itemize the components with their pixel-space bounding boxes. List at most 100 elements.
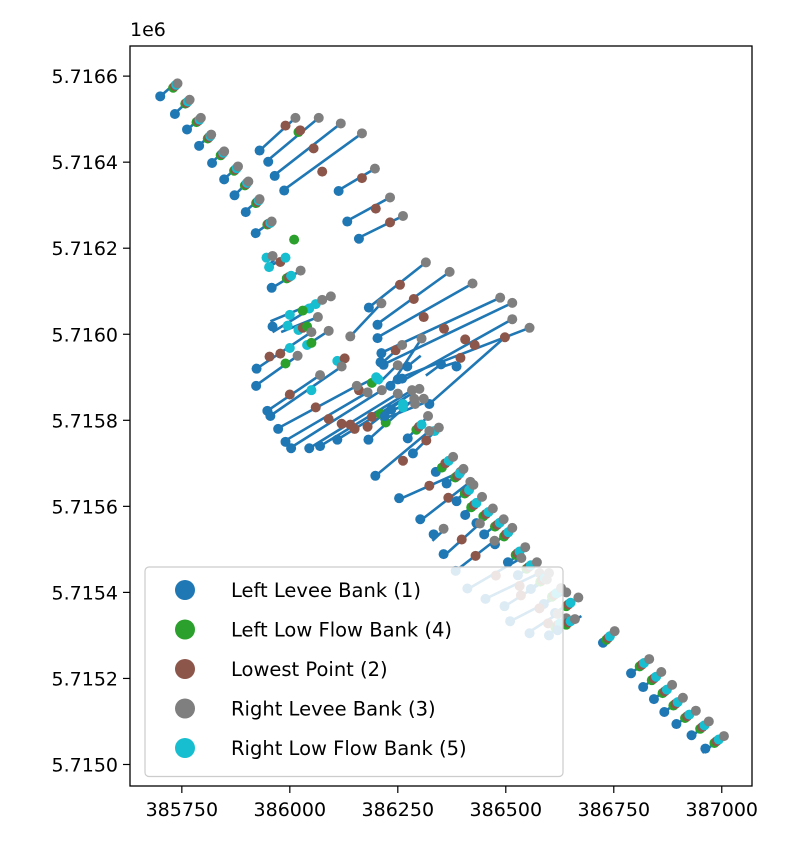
bank-point (369, 163, 380, 174)
bank-point (345, 331, 356, 342)
bank-point (219, 174, 230, 185)
bank-point (416, 333, 427, 344)
bank-point (479, 529, 490, 540)
bank-point (362, 421, 373, 432)
bank-point (408, 293, 419, 304)
bank-point (280, 252, 291, 263)
bank-point (310, 402, 321, 413)
bank-point (626, 668, 637, 679)
bank-point (495, 292, 506, 303)
bank-point (356, 128, 367, 139)
bank-point (265, 411, 276, 421)
bank-point (207, 158, 218, 169)
bank-point (402, 361, 413, 372)
cross-section-line (272, 122, 342, 177)
bank-point (243, 176, 254, 187)
cross-section-line (373, 430, 431, 479)
bank-point (468, 479, 479, 490)
bank-point (182, 124, 193, 135)
bank-point (671, 719, 682, 730)
bank-point (254, 194, 265, 205)
bank-point (573, 592, 584, 603)
bank-point (609, 626, 620, 637)
bank-point (362, 387, 373, 398)
legend-label: Left Low Flow Bank (4) (231, 619, 452, 642)
cross-section-line (265, 116, 320, 163)
x-axis-ticks: 385750 386000 386250 386500 386750 387000 (146, 786, 758, 821)
bank-point (659, 707, 670, 717)
bank-point (280, 436, 291, 447)
bank-point (295, 265, 306, 276)
bank-point (289, 234, 300, 245)
bank-point (397, 373, 408, 384)
bank-point (370, 470, 381, 481)
bank-point (254, 145, 265, 156)
bank-point (397, 455, 408, 466)
bank-point (317, 166, 328, 177)
bank-point (516, 552, 527, 563)
bank-point (690, 705, 701, 716)
bank-point (407, 448, 418, 459)
bank-point (379, 411, 390, 421)
cross-section-line (282, 132, 363, 192)
y-tick-label: 5.7152 (52, 668, 118, 690)
bank-point (366, 411, 377, 422)
bank-point (251, 380, 262, 391)
bank-point (304, 443, 315, 454)
bank-point (376, 385, 387, 396)
bank-point (502, 557, 513, 568)
bank-point (402, 433, 413, 444)
bank-point (469, 340, 480, 351)
cross-section-line (289, 389, 383, 450)
legend-box (144, 566, 564, 778)
y-tick-label: 5.7160 (52, 324, 118, 346)
bank-point (441, 478, 452, 489)
cross-section-line (382, 301, 513, 366)
y-axis-offset-label: 1e6 (130, 19, 166, 41)
bank-point (638, 682, 649, 693)
bank-point (648, 694, 659, 705)
x-tick-label: 385750 (146, 799, 219, 821)
bank-point (267, 321, 278, 332)
bank-point (455, 352, 466, 363)
bank-point (487, 503, 498, 514)
bank-point (349, 423, 360, 434)
bank-point (423, 411, 434, 421)
legend-marker (175, 738, 195, 758)
bank-point (313, 112, 324, 123)
bank-point (414, 383, 425, 394)
bank-point (286, 443, 297, 454)
bank-point (315, 441, 326, 452)
bank-point (339, 353, 350, 364)
bank-point (375, 357, 386, 368)
bank-point (169, 108, 180, 119)
bank-point (286, 270, 297, 281)
bank-point (332, 434, 343, 445)
bank-point (438, 549, 449, 560)
bank-point (363, 302, 374, 313)
bank-point (312, 312, 323, 323)
bank-point (376, 348, 387, 359)
bank-point (451, 496, 462, 507)
bank-point (308, 143, 319, 154)
bank-point (373, 374, 384, 385)
cross-section-line (254, 354, 299, 387)
bank-point (569, 614, 580, 625)
bank-point (436, 359, 446, 370)
cross-section-line (269, 365, 343, 418)
bank-point (520, 542, 531, 553)
bank-point (451, 361, 462, 372)
bank-point (385, 217, 396, 228)
bank-point (284, 343, 295, 354)
bank-point (333, 185, 344, 196)
bank-point (424, 426, 435, 437)
bank-point (386, 404, 397, 415)
cross-section-line (398, 318, 513, 385)
bank-point (444, 266, 455, 277)
cross-section-line (336, 167, 376, 193)
legend-label: Right Levee Bank (3) (231, 698, 436, 721)
bank-point (394, 493, 405, 504)
bank-point (273, 423, 284, 434)
bank-point (229, 190, 240, 201)
